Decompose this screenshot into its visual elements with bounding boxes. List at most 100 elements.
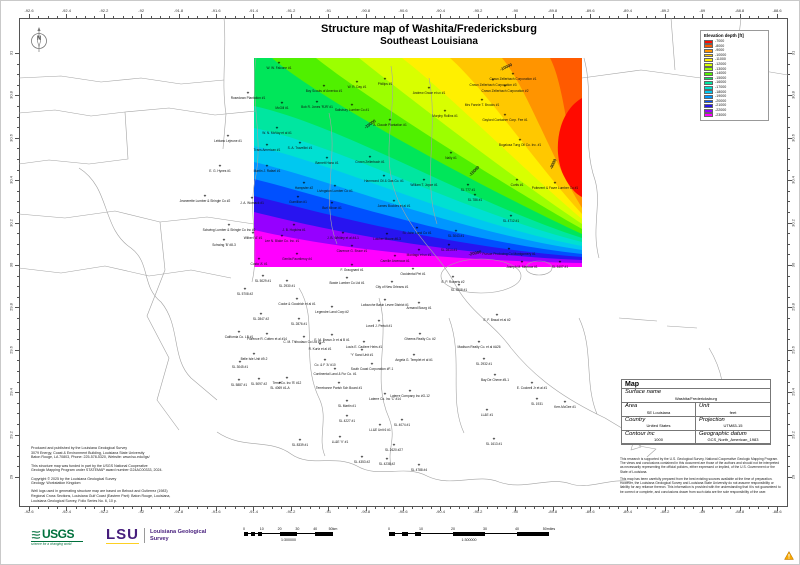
well-label: SL 5887 #1: [230, 383, 248, 387]
lon-label-top: -90.6: [398, 8, 408, 13]
well-label: SL 4227 #1: [338, 419, 356, 423]
lon-label-bottom: -90.6: [398, 509, 408, 514]
well-label: Schwing 'B' #8-3: [212, 243, 236, 247]
well-label: J. A. Womack #1: [240, 201, 264, 205]
well-marker: +: [482, 356, 486, 362]
well-label: McGill #1: [275, 106, 289, 110]
credits-line: Louisiana Geological Survey, Folio Serie…: [31, 498, 117, 503]
legend-swatch: [704, 104, 713, 108]
lat-label-left: 30: [8, 262, 14, 268]
well-marker: +: [298, 437, 302, 443]
lon-label-bottom: -89.4: [622, 509, 632, 514]
well-marker: +: [302, 180, 306, 186]
well-label: Poitevent & Favre Lumber Co #1: [531, 186, 579, 190]
lon-tick-top: [29, 14, 30, 18]
well-marker: +: [480, 97, 484, 103]
lon-tick-top: [403, 14, 404, 18]
well-marker: +: [411, 266, 415, 272]
lon-label-bottom: -89: [699, 509, 706, 514]
legend-swatch: [704, 62, 713, 67]
map-info-cell: Area SE Louisiana: [622, 402, 696, 417]
map-info-value: feet: [729, 409, 737, 415]
credits-block: Produced and published by the Louisiana …: [31, 446, 246, 504]
scalebar-segment: [517, 532, 549, 536]
scalebar-tick-label: 40: [313, 527, 318, 531]
map-info-cell: Projection UTM83-15: [696, 417, 770, 431]
well-label: SL 3045 #1: [231, 365, 249, 369]
well-label: W. R. Day #1: [347, 85, 367, 89]
scalebar-segment: [258, 532, 262, 536]
well-marker: +: [370, 361, 374, 367]
lon-label-top: -89.4: [622, 8, 632, 13]
well-marker: +: [265, 331, 269, 337]
lon-label-bottom: -89.6: [585, 509, 595, 514]
lon-label-top: -90.2: [473, 8, 483, 13]
well-label: Rosedown Plantation #1: [230, 96, 266, 100]
lon-tick-top: [141, 14, 142, 18]
lon-label-top: -90.4: [435, 8, 445, 13]
well-marker: +: [393, 253, 397, 259]
well-label: Joseph M. Menoux #1: [506, 265, 538, 269]
map-info-cell: Unit feet: [696, 403, 770, 417]
lon-label-bottom: -90.2: [473, 509, 483, 514]
lat-label-left: 30.2: [8, 218, 14, 227]
lon-tick-top: [627, 14, 628, 18]
well-marker: +: [261, 273, 265, 279]
map-info-label: Contour inc: [625, 430, 655, 437]
well-label: S. A. Travellini #1: [287, 146, 313, 150]
well-marker: +: [427, 85, 431, 91]
legend-entry: -9000: [704, 49, 765, 54]
scalebar-tick-label: 20: [451, 527, 455, 531]
well-label: California Co. LB #1: [224, 335, 254, 339]
scalebar-bar: [244, 532, 333, 536]
legend-swatch: [704, 90, 713, 95]
well-label: Continental Land & Fur Co. #1: [313, 372, 357, 376]
lon-label-bottom: -90.8: [361, 509, 371, 514]
well-marker: +: [477, 339, 481, 345]
legend-entry: -21000: [704, 104, 765, 109]
well-marker: +: [447, 242, 451, 248]
legend-entry: -7000: [704, 39, 765, 45]
well-label: SL 2930 #1: [278, 284, 296, 288]
lat-tick-right: [788, 180, 792, 181]
map-info-surface-row: Surface name Washita/Fredericksburg: [622, 389, 770, 403]
well-marker: +: [333, 183, 337, 189]
legend-swatch: [704, 49, 713, 53]
well-marker: +: [333, 366, 337, 372]
legend-value: -17000: [715, 84, 727, 89]
well-marker: +: [355, 79, 359, 85]
legend-entry: -15000: [704, 76, 765, 81]
lon-label-bottom: -91: [325, 509, 332, 514]
lsu-lgs-logo: LSU Louisiana Geological Survey: [106, 527, 206, 544]
well-label: R. Kurtz et al #1: [308, 347, 332, 351]
scalebar-tick-label: 10: [259, 527, 264, 531]
lon-tick-top: [664, 14, 666, 18]
lat-label-left: 29.8: [8, 303, 14, 312]
scalebar-segment: [244, 532, 248, 536]
scalebar-ratio: 1:300000: [461, 537, 477, 542]
well-label: Mrs Fannie T. Brooks #1: [464, 103, 500, 107]
lon-label-top: -91.8: [174, 8, 184, 13]
well-marker: +: [318, 341, 322, 347]
lon-label-bottom: -92.6: [24, 509, 34, 514]
scalebar-segment: [453, 532, 485, 536]
lon-tick-top: [66, 14, 67, 18]
well-marker: +: [297, 316, 301, 322]
well-label: SL 1613 #1: [485, 442, 503, 446]
well-marker: +: [492, 436, 496, 442]
credits-line: This structure map was funded in part by…: [31, 463, 148, 468]
legend-swatch: [704, 44, 713, 49]
legend-entry: -23000: [704, 113, 765, 118]
well-label: W. N. McVay et al #1: [262, 131, 292, 135]
lon-tick-bottom: [702, 507, 703, 511]
well-marker: +: [385, 456, 389, 462]
well-marker: +: [265, 163, 269, 169]
well-label: Crown Zellerbach Corporation #3: [469, 83, 517, 87]
lon-label-bottom: -92.4: [61, 509, 71, 514]
credits-line: Well logs used in generating structure m…: [31, 489, 168, 494]
lat-label-left: 29.4: [8, 388, 14, 397]
lat-tick-left: [15, 434, 19, 436]
well-label: LL&E 'V' #1: [331, 440, 349, 444]
logo-divider: [144, 528, 145, 543]
well-label: C. M. Thibodaux Co Ltd #1-A: [283, 340, 325, 344]
